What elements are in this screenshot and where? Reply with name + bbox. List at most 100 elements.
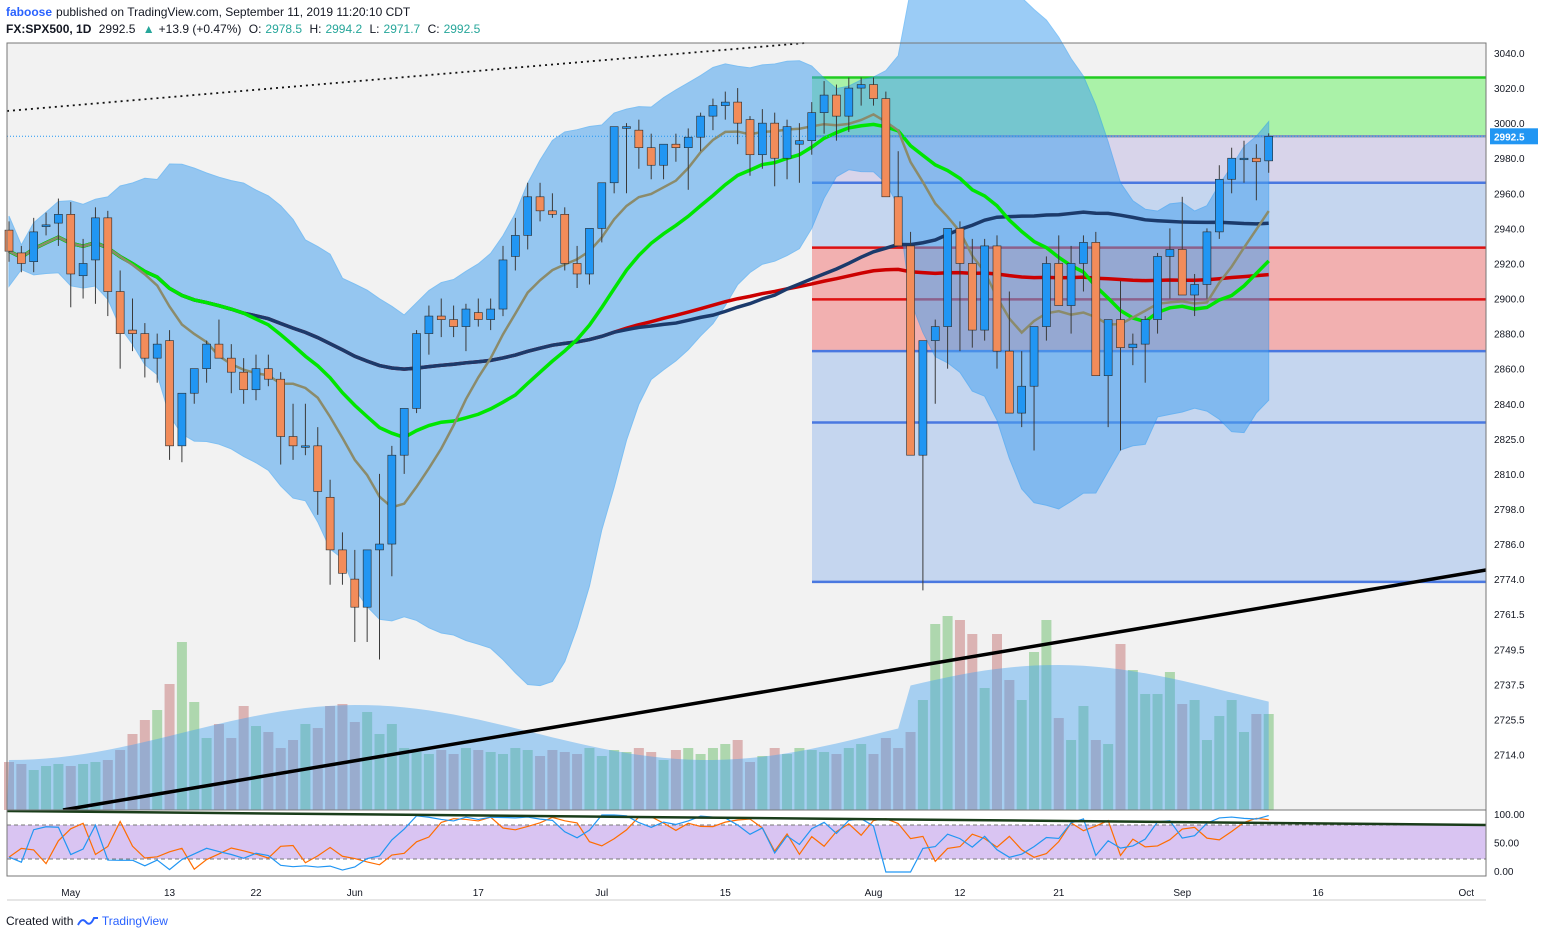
candle[interactable]: [91, 217, 100, 261]
candle[interactable]: [930, 326, 940, 341]
candle[interactable]: [795, 140, 804, 145]
candle[interactable]: [1066, 263, 1076, 306]
candle[interactable]: [1153, 256, 1162, 320]
candle[interactable]: [560, 214, 570, 264]
candle[interactable]: [696, 115, 705, 138]
candle[interactable]: [967, 263, 977, 331]
candle[interactable]: [819, 94, 829, 113]
candle[interactable]: [412, 333, 421, 409]
candle[interactable]: [1091, 242, 1101, 376]
candle[interactable]: [893, 196, 903, 247]
candle[interactable]: [807, 112, 817, 141]
candle[interactable]: [17, 252, 26, 264]
candle[interactable]: [301, 445, 310, 448]
candle[interactable]: [733, 101, 742, 124]
author-name[interactable]: faboose: [6, 5, 53, 19]
candle[interactable]: [535, 196, 545, 212]
candle[interactable]: [214, 343, 224, 359]
candle[interactable]: [1190, 284, 1199, 296]
candle[interactable]: [473, 312, 483, 320]
candle[interactable]: [720, 101, 730, 106]
candle[interactable]: [955, 228, 965, 264]
candle[interactable]: [251, 368, 261, 391]
candle[interactable]: [1165, 249, 1175, 257]
candle[interactable]: [288, 436, 298, 447]
candle[interactable]: [511, 235, 520, 257]
candle[interactable]: [325, 496, 335, 551]
candle[interactable]: [1215, 178, 1224, 233]
candle[interactable]: [128, 329, 137, 334]
candle[interactable]: [338, 549, 347, 574]
tradingview-brand[interactable]: TradingView: [101, 914, 168, 928]
candle[interactable]: [683, 136, 693, 149]
candle[interactable]: [1177, 249, 1187, 296]
candle[interactable]: [980, 245, 989, 331]
candle[interactable]: [782, 126, 792, 159]
candle[interactable]: [918, 340, 928, 456]
candle[interactable]: [313, 445, 323, 492]
candle[interactable]: [844, 87, 854, 117]
candle[interactable]: [881, 98, 891, 198]
candle[interactable]: [399, 408, 409, 456]
candle[interactable]: [103, 217, 113, 292]
candle[interactable]: [1202, 231, 1212, 285]
candle[interactable]: [498, 259, 508, 310]
candle[interactable]: [115, 291, 125, 334]
candle[interactable]: [424, 315, 434, 334]
candle[interactable]: [1079, 242, 1088, 264]
candle[interactable]: [1227, 157, 1236, 180]
candle[interactable]: [29, 231, 39, 262]
candle[interactable]: [1128, 343, 1138, 348]
candle[interactable]: [375, 543, 384, 551]
candle[interactable]: [943, 228, 952, 327]
candle[interactable]: [548, 210, 557, 215]
candle[interactable]: [436, 315, 446, 320]
candle[interactable]: [4, 229, 14, 252]
candle[interactable]: [671, 143, 681, 149]
candle[interactable]: [745, 119, 755, 156]
candle[interactable]: [770, 122, 780, 159]
candle[interactable]: [227, 357, 236, 373]
candle[interactable]: [165, 340, 174, 447]
candle[interactable]: [1029, 326, 1039, 387]
candle[interactable]: [41, 224, 51, 227]
candle[interactable]: [832, 94, 841, 117]
tradingview-logo-icon[interactable]: [76, 914, 102, 928]
candle[interactable]: [449, 319, 458, 327]
candle[interactable]: [1252, 157, 1261, 163]
candle[interactable]: [66, 214, 76, 275]
candle[interactable]: [646, 147, 656, 166]
candle[interactable]: [634, 129, 644, 149]
candle[interactable]: [202, 343, 211, 369]
candle[interactable]: [140, 333, 150, 359]
candle[interactable]: [387, 454, 397, 545]
candle[interactable]: [758, 122, 767, 156]
candle[interactable]: [572, 263, 582, 275]
candle[interactable]: [1116, 319, 1125, 348]
candle[interactable]: [585, 228, 594, 275]
candle[interactable]: [1264, 136, 1273, 162]
candle[interactable]: [708, 105, 718, 117]
candle[interactable]: [239, 371, 248, 391]
candle[interactable]: [264, 368, 273, 380]
candle[interactable]: [1042, 263, 1051, 327]
candle[interactable]: [659, 143, 668, 166]
candle[interactable]: [869, 84, 878, 99]
candle[interactable]: [1054, 263, 1064, 306]
candle[interactable]: [1140, 319, 1150, 345]
candle[interactable]: [177, 392, 187, 447]
candle[interactable]: [1005, 350, 1014, 414]
candle[interactable]: [362, 549, 372, 608]
candle[interactable]: [1017, 385, 1027, 414]
candle[interactable]: [152, 343, 162, 359]
candle[interactable]: [486, 308, 495, 320]
candle[interactable]: [906, 245, 915, 456]
symbol-label[interactable]: FX:SPX500, 1D: [6, 22, 92, 36]
candle[interactable]: [461, 308, 471, 327]
candle[interactable]: [597, 182, 607, 229]
candle[interactable]: [189, 368, 199, 394]
candle[interactable]: [609, 126, 619, 184]
candle[interactable]: [856, 84, 866, 89]
candle[interactable]: [78, 263, 88, 277]
